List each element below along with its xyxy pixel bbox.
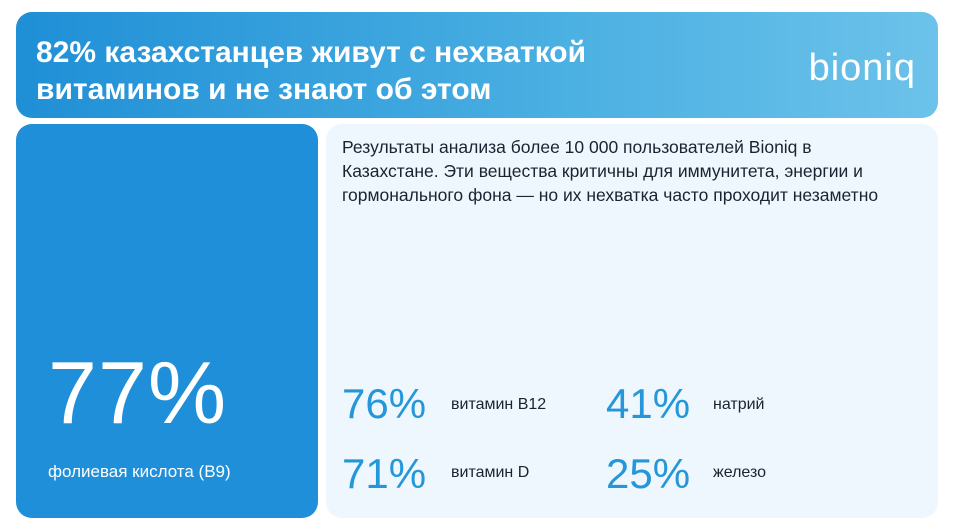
stat-value-iron: 25%: [606, 450, 691, 497]
title-line-1: 82% казахстанцев живут с нехваткой: [36, 36, 587, 69]
title-line-2: витаминов и не знают об этом: [36, 73, 492, 106]
highlight-label: фолиевая кислота (B9): [48, 462, 231, 481]
page-title: 82% казахстанцев живут с нехваткой витам…: [36, 34, 756, 108]
header-banner: 82% казахстанцев живут с нехваткой витам…: [16, 12, 938, 118]
stat-label-b12: витамин B12: [451, 396, 547, 413]
description-text: Результаты анализа более 10 000 пользова…: [342, 137, 879, 205]
stats-card: [326, 124, 938, 518]
stat-value-b12: 76%: [342, 380, 427, 427]
highlight-card: [16, 124, 318, 518]
stat-value-vitamin-d: 71%: [342, 450, 427, 497]
stat-value-sodium: 41%: [606, 380, 691, 427]
stat-label-sodium: натрий: [713, 396, 765, 413]
bioniq-logo: bioniq: [808, 47, 916, 89]
stat-label-vitamin-d: витамин D: [451, 464, 530, 481]
stat-label-iron: железо: [713, 464, 767, 481]
highlight-value: 77%: [48, 343, 228, 442]
